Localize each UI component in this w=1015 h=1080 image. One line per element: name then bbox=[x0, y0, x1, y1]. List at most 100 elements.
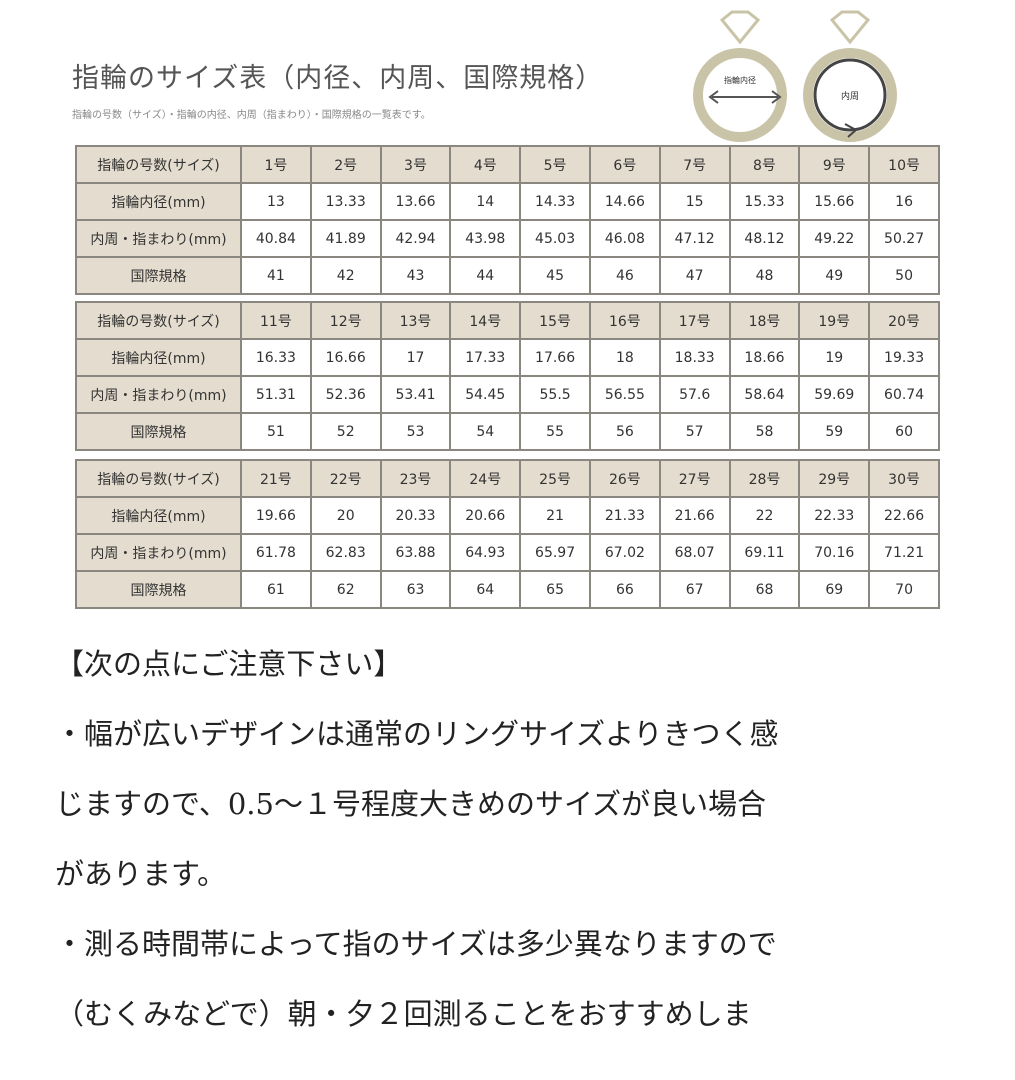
table-cell: 70 bbox=[868, 570, 940, 609]
table-cell: 62 bbox=[309, 570, 382, 609]
table-cell: 50.27 bbox=[868, 219, 940, 258]
table-cell: 21.66 bbox=[658, 496, 731, 535]
table-cell: 19号 bbox=[798, 301, 871, 340]
diameter-label: 指輪内径 bbox=[724, 75, 756, 85]
diameter-row: 指輪内径(mm) 13 13.33 13.66 14 14.33 14.66 15 15.33 1… bbox=[75, 182, 940, 221]
table-cell: 14 bbox=[449, 182, 522, 221]
table-cell: 13 bbox=[240, 182, 312, 221]
table-cell: 53 bbox=[379, 412, 452, 451]
table-cell: 18 bbox=[588, 338, 661, 377]
note-line: じますので、0.5～１号程度大きめのサイズが良い場合 bbox=[55, 787, 767, 821]
table-cell: 20.33 bbox=[379, 496, 452, 535]
row-label: 指輪の号数(サイズ) bbox=[75, 145, 242, 184]
table-cell: 58 bbox=[728, 412, 801, 451]
table-cell: 49 bbox=[798, 256, 871, 295]
circumference-row: 内周・指まわり(mm) 51.31 52.36 53.41 54.45 55.5 56.55… bbox=[75, 375, 940, 414]
circumference-row: 内周・指まわり(mm) 61.78 62.83 63.88 64.93 65.97 67.0… bbox=[75, 533, 940, 572]
table-cell: 5号 bbox=[519, 145, 591, 184]
table-cell: 4号 bbox=[449, 145, 522, 184]
table-cell: 18.66 bbox=[728, 338, 801, 377]
page-title: 指輪のサイズ表（内径、内周、国際規格） bbox=[72, 63, 604, 94]
table-cell: 16.33 bbox=[240, 338, 312, 377]
row-label: 指輪内径(mm) bbox=[75, 182, 242, 221]
table-cell: 53.41 bbox=[379, 375, 452, 414]
table-cell: 47.12 bbox=[658, 219, 731, 258]
table-cell: 28号 bbox=[728, 459, 801, 498]
table-cell: 71.21 bbox=[868, 533, 940, 572]
size-row: 指輪の号数(サイズ) 21号 22号 23号 24号 25号 26号 27号 28号 29号 30号 bbox=[75, 459, 940, 498]
table-cell: 13号 bbox=[379, 301, 452, 340]
row-label: 指輪内径(mm) bbox=[75, 338, 242, 377]
table-cell: 41 bbox=[240, 256, 312, 295]
table-cell: 15.33 bbox=[728, 182, 801, 221]
table-cell: 69 bbox=[798, 570, 871, 609]
international-row: 国際規格 61 62 63 64 65 66 67 68 69 70 bbox=[75, 570, 940, 609]
table-cell: 14.66 bbox=[588, 182, 661, 221]
notes: 【次の点にご注意下さい】 ・幅が広いデザインは通常のリングサイズよりきつく感 じ… bbox=[55, 640, 975, 1060]
table-cell: 21号 bbox=[240, 459, 312, 498]
table-cell: 18号 bbox=[728, 301, 801, 340]
table-cell: 42 bbox=[309, 256, 382, 295]
table-cell: 24号 bbox=[449, 459, 522, 498]
note-line: ・幅が広いデザインは通常のリングサイズよりきつく感 bbox=[55, 717, 779, 751]
table-cell: 57.6 bbox=[658, 375, 731, 414]
table-cell: 6号 bbox=[588, 145, 661, 184]
table-cell: 64.93 bbox=[449, 533, 522, 572]
table-cell: 63 bbox=[379, 570, 452, 609]
table-cell: 8号 bbox=[728, 145, 801, 184]
table-cell: 67.02 bbox=[588, 533, 661, 572]
table-cell: 43 bbox=[379, 256, 452, 295]
size-row: 指輪の号数(サイズ) 11号 12号 13号 14号 15号 16号 17号 18号 19号 20号 bbox=[75, 301, 940, 340]
note-line: があります。 bbox=[55, 857, 227, 891]
table-cell: 49.22 bbox=[798, 219, 871, 258]
table-cell: 52 bbox=[309, 412, 382, 451]
table-cell: 40.84 bbox=[240, 219, 312, 258]
note-line: ・測る時間帯によって指のサイズは多少異なりますので bbox=[55, 927, 777, 961]
table-cell: 64 bbox=[449, 570, 522, 609]
circumference-label: 内周 bbox=[841, 90, 859, 102]
table-cell: 26号 bbox=[588, 459, 661, 498]
table-cell: 65 bbox=[519, 570, 591, 609]
table-cell: 15.66 bbox=[798, 182, 871, 221]
table-cell: 60.74 bbox=[868, 375, 940, 414]
table-cell: 59.69 bbox=[798, 375, 871, 414]
table-cell: 45 bbox=[519, 256, 591, 295]
size-table: 指輪の号数(サイズ) 11号 12号 13号 14号 15号 16号 17号 18号 19号 20号… bbox=[75, 301, 940, 451]
table-cell: 17号 bbox=[658, 301, 731, 340]
international-row: 国際規格 41 42 43 44 45 46 47 48 49 50 bbox=[75, 256, 940, 295]
table-cell: 44 bbox=[449, 256, 522, 295]
table-cell: 55.5 bbox=[519, 375, 591, 414]
table-cell: 56.55 bbox=[588, 375, 661, 414]
table-cell: 16.66 bbox=[309, 338, 382, 377]
table-cell: 14.33 bbox=[519, 182, 591, 221]
table-cell: 9号 bbox=[798, 145, 871, 184]
table-cell: 20号 bbox=[868, 301, 940, 340]
table-cell: 18.33 bbox=[658, 338, 731, 377]
table-cell: 16号 bbox=[588, 301, 661, 340]
table-cell: 11号 bbox=[240, 301, 312, 340]
table-cell: 62.83 bbox=[309, 533, 382, 572]
table-cell: 48 bbox=[728, 256, 801, 295]
table-cell: 68.07 bbox=[658, 533, 731, 572]
table-cell: 15 bbox=[658, 182, 731, 221]
table-cell: 17.66 bbox=[519, 338, 591, 377]
diameter-row: 指輪内径(mm) 19.66 20 20.33 20.66 21 21.33 21.66 22 2… bbox=[75, 496, 940, 535]
table-cell: 17.33 bbox=[449, 338, 522, 377]
table-cell: 30号 bbox=[868, 459, 940, 498]
row-label: 内周・指まわり(mm) bbox=[75, 375, 242, 414]
row-label: 内周・指まわり(mm) bbox=[75, 533, 242, 572]
table-cell: 51 bbox=[240, 412, 312, 451]
table-cell: 54 bbox=[449, 412, 522, 451]
notes-heading: 【次の点にご注意下さい】 bbox=[55, 647, 403, 681]
note-line: （むくみなどで）朝・夕２回測ることをおすすめしま bbox=[55, 997, 752, 1031]
table-cell: 69.11 bbox=[728, 533, 801, 572]
row-label: 内周・指まわり(mm) bbox=[75, 219, 242, 258]
row-label: 指輪の号数(サイズ) bbox=[75, 459, 242, 498]
table-cell: 46 bbox=[588, 256, 661, 295]
table-cell: 13.66 bbox=[379, 182, 452, 221]
table-cell: 17 bbox=[379, 338, 452, 377]
table-cell: 47 bbox=[658, 256, 731, 295]
table-cell: 22.66 bbox=[868, 496, 940, 535]
table-cell: 10号 bbox=[868, 145, 940, 184]
row-label: 指輪の号数(サイズ) bbox=[75, 301, 242, 340]
